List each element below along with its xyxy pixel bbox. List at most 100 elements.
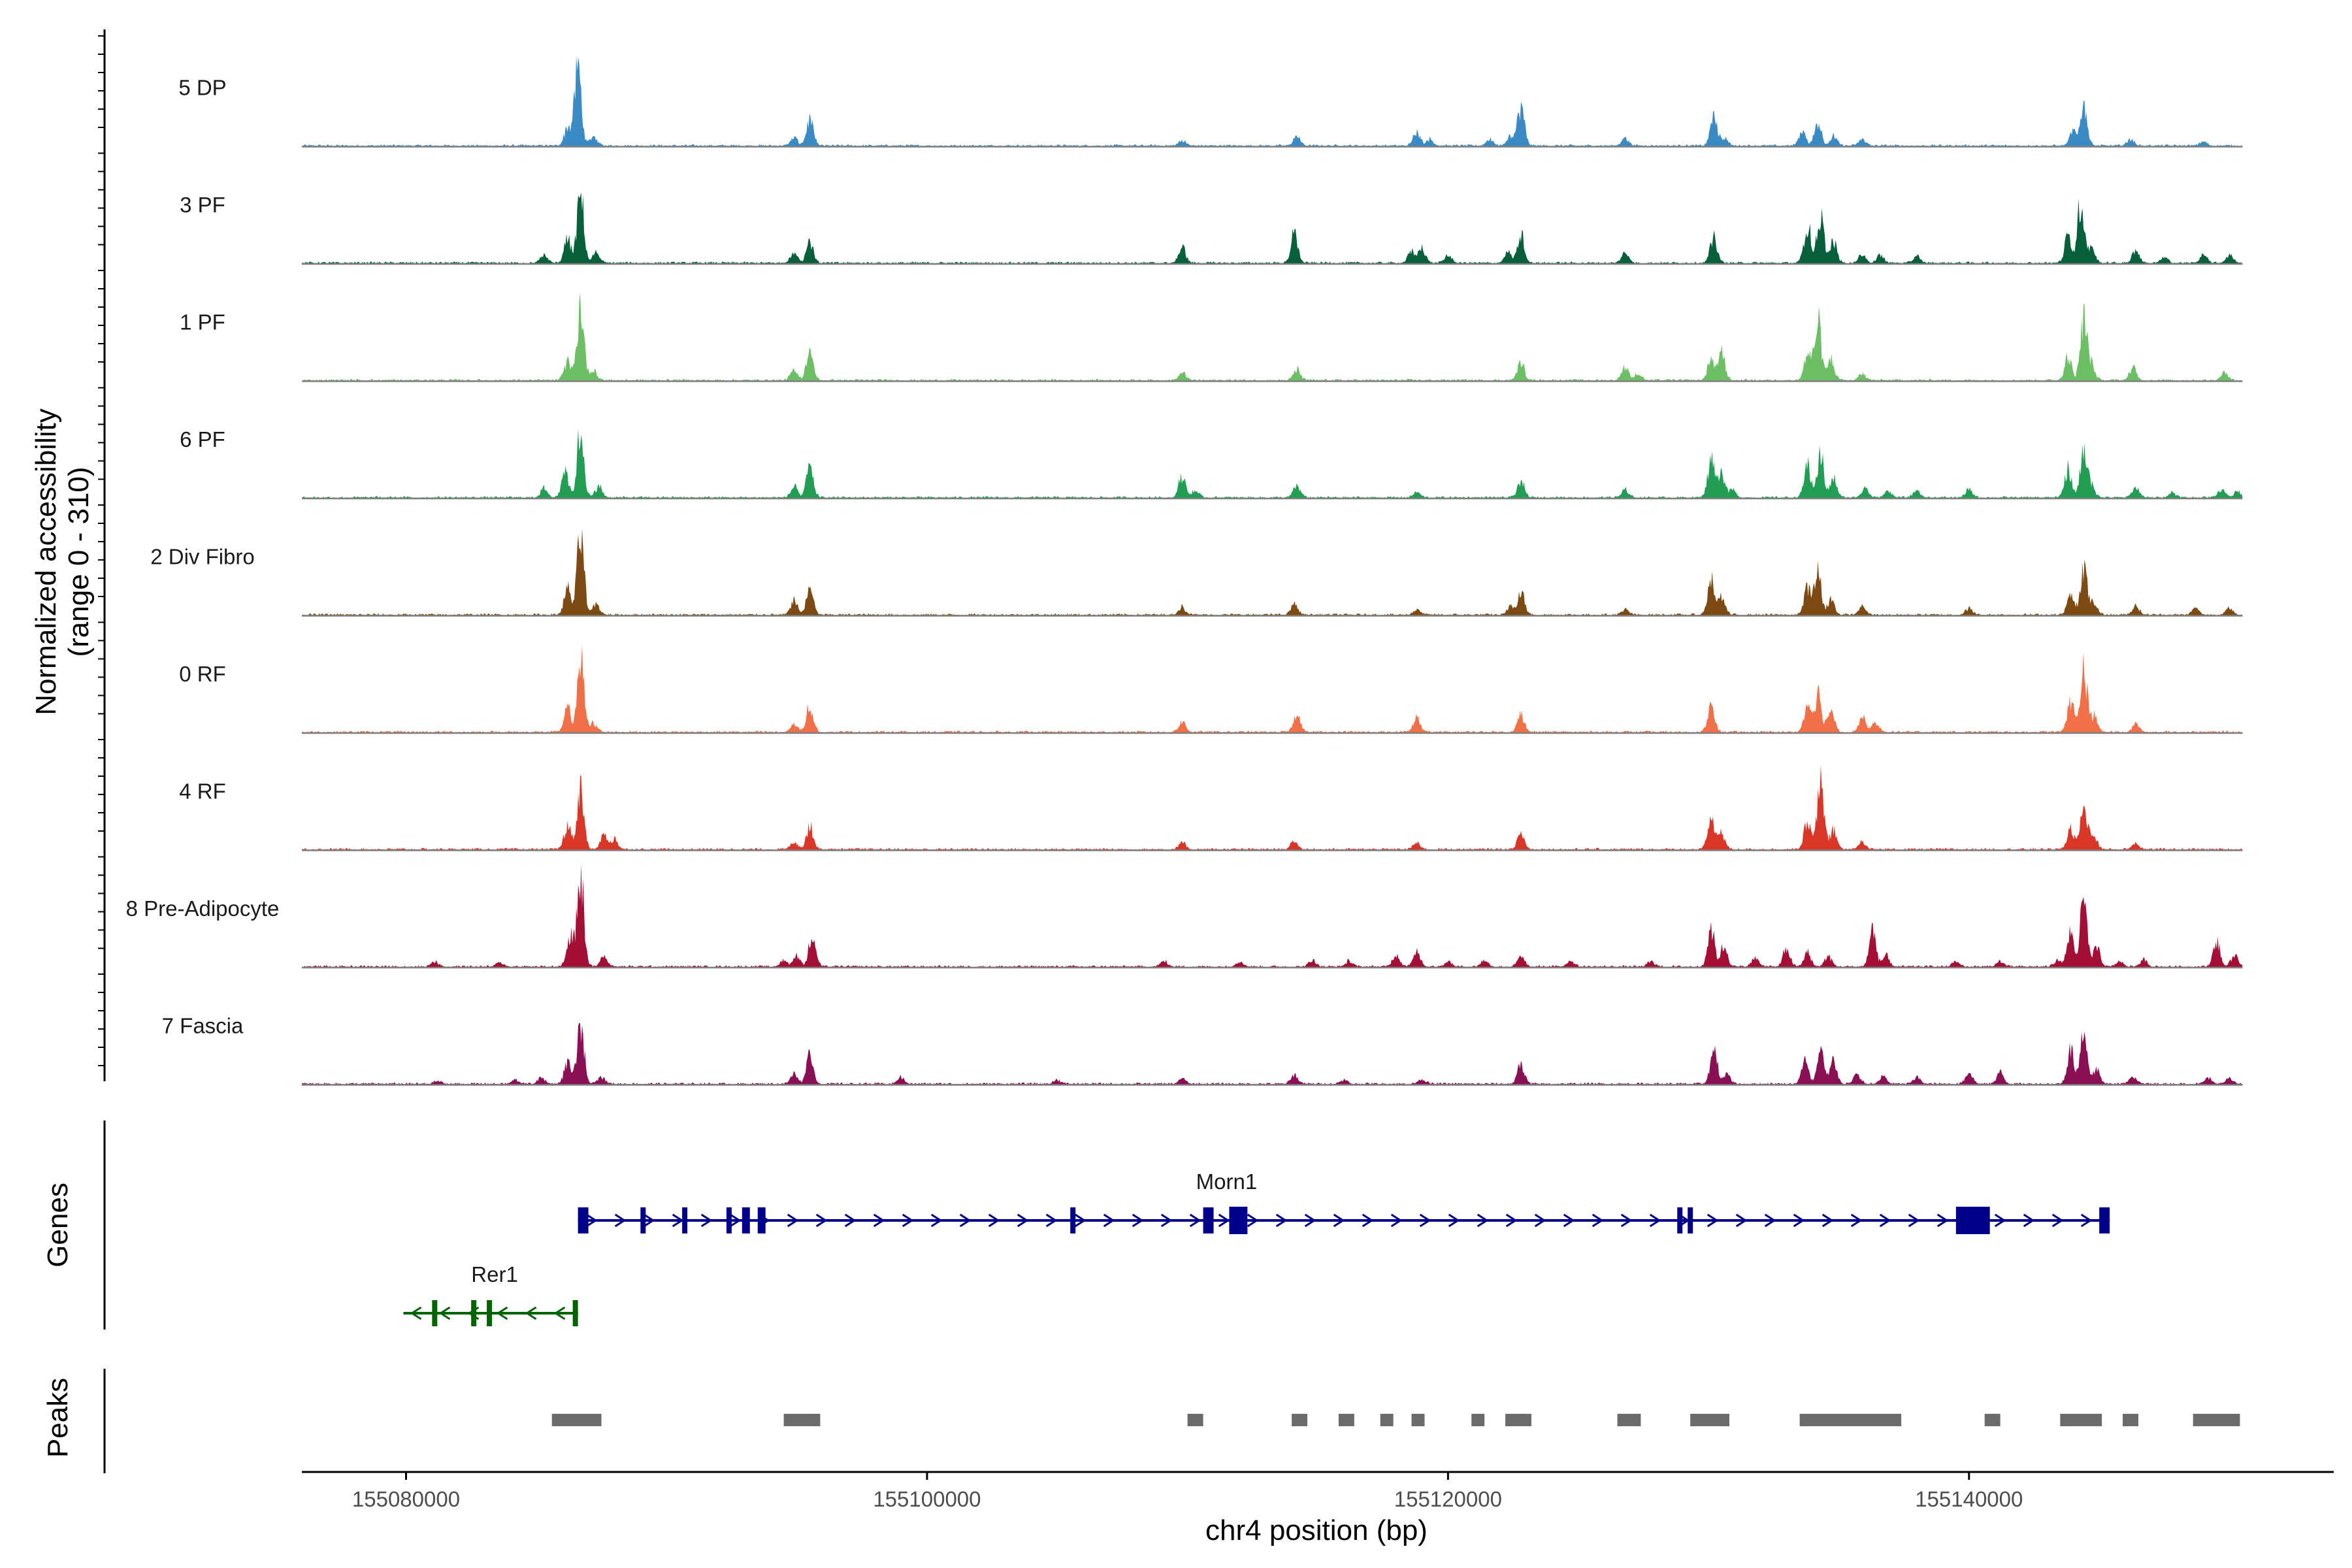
track-label: 6 PF bbox=[180, 427, 225, 451]
strand-arrow bbox=[1936, 1213, 1949, 1228]
strand-arrow bbox=[2023, 1213, 2035, 1228]
exon bbox=[471, 1300, 477, 1326]
track-5-dp: 5 DP bbox=[178, 55, 2243, 148]
peak-region bbox=[783, 1414, 821, 1426]
coverage-area bbox=[302, 55, 2243, 147]
x-tick-label: 155140000 bbox=[1915, 1487, 2023, 1511]
strand-arrow bbox=[585, 1213, 598, 1228]
x-axis-ticks: 155080000 155100000 155120000 155140000 bbox=[352, 1472, 2023, 1511]
strand-arrow bbox=[700, 1213, 713, 1228]
strand-arrow bbox=[1247, 1213, 1259, 1228]
peak-region bbox=[1338, 1414, 1354, 1426]
strand-arrow bbox=[1850, 1213, 1863, 1228]
track-0-rf: 0 RF bbox=[179, 645, 2243, 734]
strand-arrow bbox=[1649, 1213, 1661, 1228]
exon bbox=[1203, 1207, 1214, 1233]
strand-arrow bbox=[1045, 1213, 1058, 1228]
track-4-rf: 4 RF bbox=[179, 764, 2243, 851]
track-2-div-fibro: 2 Div Fibro bbox=[150, 528, 2243, 617]
strand-arrow bbox=[643, 1213, 655, 1228]
track-label: 5 DP bbox=[178, 76, 226, 100]
strand-arrow bbox=[1419, 1213, 1431, 1228]
strand-arrow bbox=[1362, 1213, 1374, 1228]
exon bbox=[1955, 1207, 1990, 1234]
peak-region bbox=[551, 1414, 602, 1426]
exon bbox=[487, 1300, 493, 1326]
exon bbox=[432, 1300, 438, 1326]
coverage-area bbox=[302, 764, 2243, 851]
gene-name: Morn1 bbox=[1196, 1169, 1258, 1194]
strand-arrow bbox=[1764, 1213, 1776, 1228]
coverage-tracks: 5 DP 3 PF 1 PF 6 PF 2 Div Fibro 0 RF 4 RF 8 Pre… bbox=[126, 55, 2243, 1086]
strand-arrow bbox=[1821, 1213, 1834, 1228]
strand-arrow bbox=[496, 1306, 508, 1320]
peak-region bbox=[2060, 1414, 2102, 1426]
x-tick-label: 155100000 bbox=[873, 1487, 981, 1511]
peak-region bbox=[1799, 1414, 1902, 1426]
gene-track: Morn1 Rer1 bbox=[403, 1169, 2110, 1326]
strand-arrow bbox=[1160, 1213, 1173, 1228]
strand-arrow bbox=[1074, 1213, 1086, 1228]
strand-arrow bbox=[988, 1213, 1000, 1228]
coverage-area bbox=[302, 429, 2243, 498]
strand-arrow bbox=[410, 1306, 422, 1320]
track-6-pf: 6 PF bbox=[180, 427, 2243, 500]
peak-region bbox=[2193, 1414, 2240, 1426]
peak-region bbox=[1411, 1414, 1425, 1426]
strand-arrow bbox=[815, 1213, 828, 1228]
peak-region bbox=[1617, 1414, 1641, 1426]
strand-arrow bbox=[2080, 1213, 2093, 1228]
exon bbox=[2099, 1207, 2110, 1233]
gene-morn1: Morn1 bbox=[578, 1169, 2110, 1234]
strand-arrow bbox=[1333, 1213, 1345, 1228]
strand-arrow bbox=[844, 1213, 857, 1228]
exon bbox=[726, 1207, 732, 1233]
strand-arrow bbox=[902, 1213, 914, 1228]
coverage-y-axis-range: (range 0 - 310) bbox=[63, 466, 95, 657]
coverage-area bbox=[302, 292, 2243, 382]
peak-region bbox=[1471, 1414, 1485, 1426]
strand-arrow bbox=[1103, 1213, 1115, 1228]
track-label: 1 PF bbox=[180, 310, 225, 335]
strand-arrow bbox=[1275, 1213, 1288, 1228]
exon bbox=[1229, 1207, 1248, 1234]
exon bbox=[1070, 1207, 1076, 1233]
track-label: 8 Pre-Adipocyte bbox=[126, 896, 280, 921]
strand-arrow bbox=[1707, 1213, 1719, 1228]
track-label: 0 RF bbox=[179, 662, 226, 686]
strand-arrow bbox=[1563, 1213, 1575, 1228]
strand-arrow bbox=[525, 1306, 537, 1320]
x-axis-title: chr4 position (bp) bbox=[1205, 1514, 1428, 1546]
peak-region bbox=[1505, 1414, 1531, 1426]
exon bbox=[757, 1207, 766, 1233]
coverage-y-axis-title: Normalized accessibility bbox=[30, 408, 62, 715]
strand-arrow bbox=[672, 1213, 684, 1228]
strand-arrow bbox=[2051, 1213, 2064, 1228]
coverage-area bbox=[302, 1022, 2243, 1085]
track-3-pf: 3 PF bbox=[180, 192, 2243, 265]
track-1-pf: 1 PF bbox=[180, 292, 2243, 382]
left-axes bbox=[98, 29, 106, 1473]
strand-arrow bbox=[1390, 1213, 1403, 1228]
peak-region bbox=[1292, 1414, 1308, 1426]
strand-arrow bbox=[1879, 1213, 1891, 1228]
peak-region bbox=[1187, 1414, 1203, 1426]
strand-arrow bbox=[930, 1213, 943, 1228]
track-label: 7 Fascia bbox=[162, 1014, 244, 1038]
strand-arrow bbox=[1592, 1213, 1604, 1228]
peaks-axis-title: Peaks bbox=[42, 1378, 74, 1458]
exon bbox=[1677, 1207, 1683, 1233]
strand-arrow bbox=[1132, 1213, 1144, 1228]
strand-arrow bbox=[438, 1306, 451, 1320]
strand-arrow bbox=[1620, 1213, 1633, 1228]
genes-axis-title: Genes bbox=[42, 1183, 74, 1267]
strand-arrow bbox=[1189, 1213, 1201, 1228]
strand-arrow bbox=[553, 1306, 566, 1320]
gene-name: Rer1 bbox=[471, 1262, 518, 1286]
strand-arrow bbox=[873, 1213, 885, 1228]
exon bbox=[682, 1207, 688, 1233]
track-label: 3 PF bbox=[180, 193, 225, 217]
track-label: 2 Div Fibro bbox=[150, 545, 255, 569]
track-8-pre-adipocyte: 8 Pre-Adipocyte bbox=[126, 864, 2243, 969]
